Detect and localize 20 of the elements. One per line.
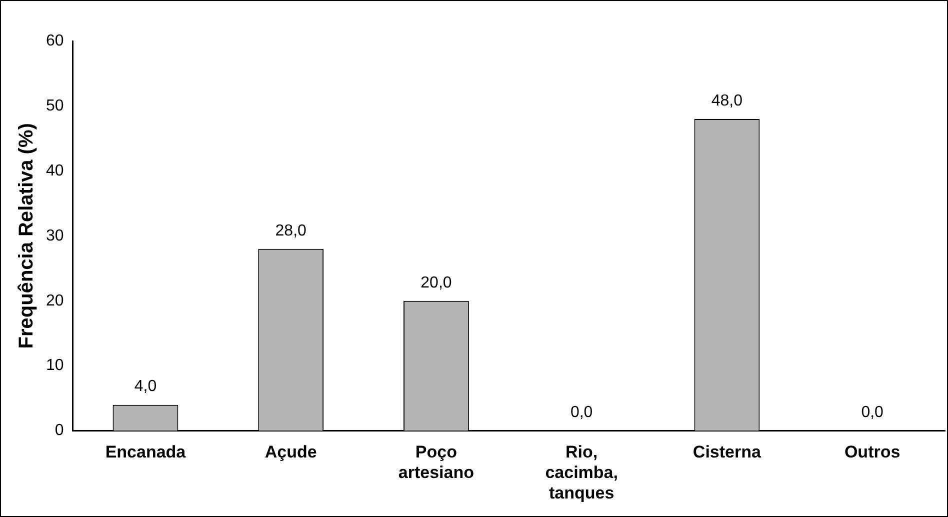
y-axis-title: Frequência Relativa (%)	[16, 123, 38, 349]
y-tick-label: 0	[54, 422, 64, 440]
y-tick-label: 40	[46, 162, 64, 180]
x-tick-label: Poço artesiano	[398, 442, 474, 482]
x-tick-label: Cisterna	[692, 442, 762, 462]
data-label: 48,0	[711, 92, 743, 110]
y-tick-label: 50	[46, 97, 64, 114]
y-tick-label: 20	[46, 292, 64, 310]
y-tick-label: 10	[46, 357, 64, 374]
data-label: 0,0	[861, 404, 884, 422]
y-tick-label: 30	[46, 227, 64, 244]
data-label: 28,0	[275, 222, 307, 240]
data-label: 4,0	[134, 378, 157, 396]
data-label: 0,0	[570, 404, 593, 422]
x-tick-label: Rio, cacimba, tanques	[545, 442, 618, 502]
y-tick-label: 60	[46, 32, 64, 50]
x-tick-label: Encanada	[105, 442, 186, 462]
data-label: 20,0	[420, 274, 452, 292]
x-tick-label: Açude	[264, 442, 317, 462]
x-tick-label: Outros	[844, 442, 900, 462]
